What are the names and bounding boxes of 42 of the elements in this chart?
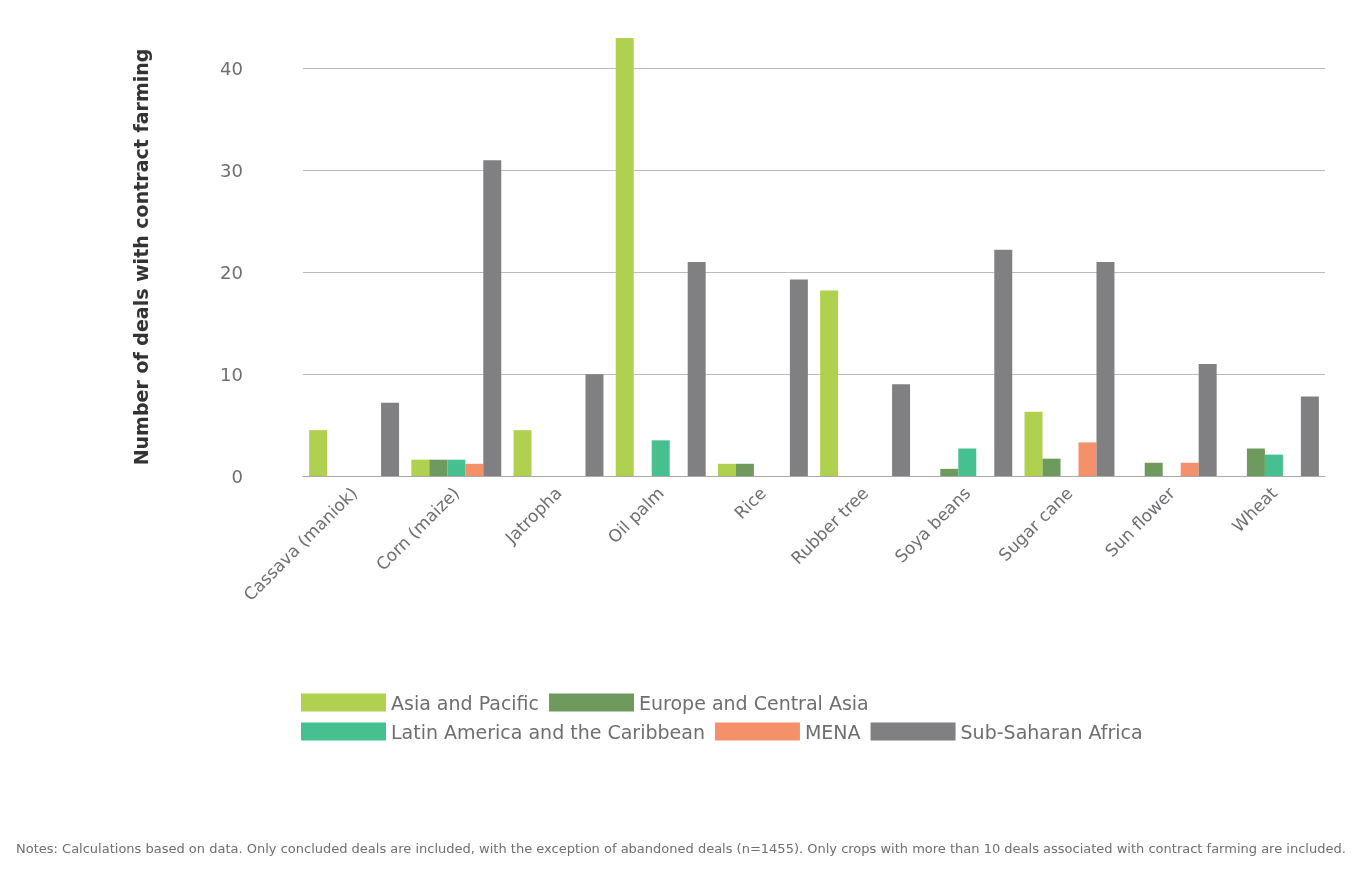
bar [309, 430, 328, 476]
bar [615, 38, 634, 476]
bar [1198, 363, 1217, 476]
bar [429, 459, 448, 476]
bar [411, 459, 430, 476]
bar [1144, 462, 1163, 476]
bar [1024, 411, 1043, 476]
y-axis-title: Number of deals with contract farming [130, 48, 152, 466]
bar [1264, 454, 1283, 476]
bar [1246, 448, 1265, 476]
legend-label: Europe and Central Asia [639, 691, 869, 714]
bar [892, 384, 911, 476]
y-tick-label: 40 [220, 58, 243, 80]
bar [1078, 442, 1097, 476]
bar [447, 459, 466, 476]
bar [687, 262, 706, 476]
bar [735, 463, 754, 476]
bar [1096, 262, 1115, 476]
y-tick-label: 30 [220, 159, 243, 181]
bar [1300, 396, 1319, 476]
legend-label: Sub-Saharan Africa [960, 720, 1143, 743]
bar [483, 160, 502, 476]
bar [789, 279, 808, 476]
text: Notes: Calculations based on data. Only concluded deals are included, with the exception of abandoned deals (n=1455). Only crops with more than 10 deals associated with contract farming are included. [16, 840, 1346, 856]
bar [381, 402, 400, 476]
bar [820, 290, 839, 476]
bar [651, 440, 670, 476]
y-tick-label: 20 [220, 261, 243, 283]
legend-label: MENA [804, 720, 861, 743]
bar [465, 463, 484, 476]
y-tick-label: 0 [231, 465, 243, 487]
legend-label: Latin America and the Caribbean [391, 720, 705, 743]
legend-label: Asia and Pacific [391, 691, 540, 714]
bar [940, 468, 959, 476]
bar [513, 430, 532, 476]
bar [958, 448, 977, 476]
bar [1042, 458, 1061, 476]
bar [585, 374, 604, 476]
bar [994, 249, 1013, 476]
bar [717, 463, 736, 476]
y-tick-label: 10 [220, 363, 243, 385]
bar [1180, 462, 1199, 476]
